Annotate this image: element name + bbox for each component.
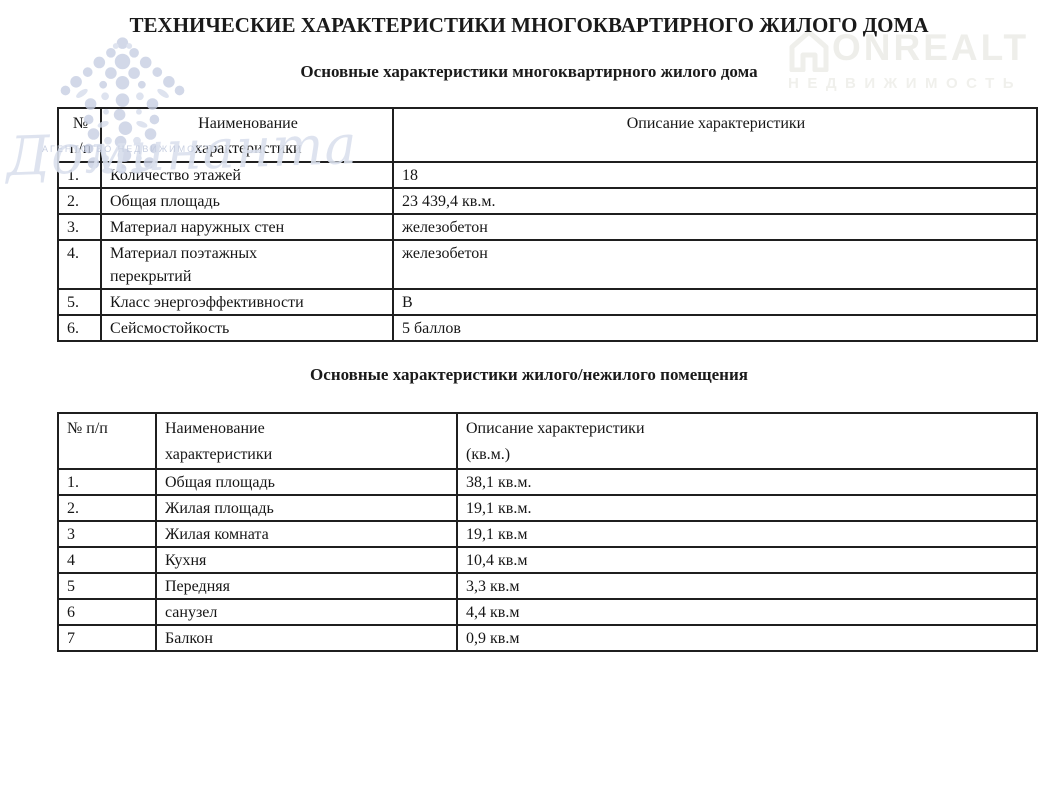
cell-num: 4. (57, 239, 102, 290)
header-desc: Описание характеристики (кв.м.) (456, 412, 1038, 470)
cell-value: 19,1 кв.м (456, 520, 1038, 548)
cell-name: Передняя (155, 572, 458, 600)
cell-name: Кухня (155, 546, 458, 574)
cell-num: 5 (57, 572, 157, 600)
cell-name: Жилая площадь (155, 494, 458, 522)
cell-num: 3 (57, 520, 157, 548)
section1-subtitle: Основные характеристики многоквартирного… (300, 62, 758, 81)
cell-name: Материал поэтажных перекрытий (100, 239, 394, 290)
table-row: 2. Жилая площадь 19,1 кв.м. (57, 494, 1038, 522)
cell-value: 23 439,4 кв.м. (392, 187, 1038, 215)
table-row: 5. Класс энергоэффективности В (57, 288, 1038, 316)
table-row: 6 санузел 4,4 кв.м (57, 598, 1038, 626)
table-row: 2. Общая площадь 23 439,4 кв.м. (57, 187, 1038, 215)
cell-num: 1. (57, 468, 157, 496)
cell-num: 4 (57, 546, 157, 574)
onrealt-caption-text: НЕДВИЖИМОСТЬ (788, 75, 1023, 92)
cell-num: 6 (57, 598, 157, 626)
table-row: 4 Кухня 10,4 кв.м (57, 546, 1038, 574)
table-header-row: № п/п Наименование характеристики Описан… (57, 107, 1038, 163)
table-row: 4. Материал поэтажных перекрытий железоб… (57, 239, 1038, 290)
cell-value: 5 баллов (392, 314, 1038, 342)
cell-name: Жилая комната (155, 520, 458, 548)
cell-value: 18 (392, 161, 1038, 189)
header-num: № п/п (57, 412, 157, 470)
cell-name: Материал наружных стен (100, 213, 394, 241)
cell-num: 3. (57, 213, 102, 241)
cell-name: Количество этажей (100, 161, 394, 189)
cell-num: 1. (57, 161, 102, 189)
table-row: 5 Передняя 3,3 кв.м (57, 572, 1038, 600)
cell-name: санузел (155, 598, 458, 626)
cell-name: Балкон (155, 624, 458, 652)
cell-value: 10,4 кв.м (456, 546, 1038, 574)
cell-name: Сейсмостойкость (100, 314, 394, 342)
header-name: Наименование характеристики (100, 107, 394, 163)
onrealt-watermark: ONREALT НЕДВИЖИМОСТЬ (786, 28, 1058, 94)
cell-num: 2. (57, 494, 157, 522)
table-row: 3 Жилая комната 19,1 кв.м (57, 520, 1038, 548)
cell-value: 4,4 кв.м (456, 598, 1038, 626)
header-desc: Описание характеристики (392, 107, 1038, 163)
table-header-row: № п/п Наименование характеристики Описан… (57, 412, 1038, 470)
cell-value: 19,1 кв.м. (456, 494, 1038, 522)
page-title: ТЕХНИЧЕСКИЕ ХАРАКТЕРИСТИКИ МНОГОКВАРТИРН… (129, 13, 929, 37)
cell-value: 38,1 кв.м. (456, 468, 1038, 496)
apartment-characteristics-table: № п/п Наименование характеристики Описан… (57, 412, 1038, 652)
cell-num: 7 (57, 624, 157, 652)
cell-name: Класс энергоэффективности (100, 288, 394, 316)
table-row: 7 Балкон 0,9 кв.м (57, 624, 1038, 652)
table-row: 3. Материал наружных стен железобетон (57, 213, 1038, 241)
cell-name: Общая площадь (100, 187, 394, 215)
cell-value: железобетон (392, 213, 1038, 241)
table-row: 6. Сейсмостойкость 5 баллов (57, 314, 1038, 342)
cell-value: железобетон (392, 239, 1038, 290)
cell-name: Общая площадь (155, 468, 458, 496)
table-row: 1. Общая площадь 38,1 кв.м. (57, 468, 1038, 496)
onrealt-house-icon (789, 29, 829, 72)
header-name: Наименование характеристики (155, 412, 458, 470)
header-num: № п/п (57, 107, 102, 163)
cell-value: В (392, 288, 1038, 316)
table-row: 1. Количество этажей 18 (57, 161, 1038, 189)
cell-value: 0,9 кв.м (456, 624, 1038, 652)
cell-num: 6. (57, 314, 102, 342)
cell-value: 3,3 кв.м (456, 572, 1038, 600)
section2-subtitle: Основные характеристики жилого/нежилого … (310, 365, 748, 384)
cell-num: 2. (57, 187, 102, 215)
building-characteristics-table: № п/п Наименование характеристики Описан… (57, 107, 1038, 342)
onrealt-brand-text: ONREALT (832, 27, 1030, 68)
cell-num: 5. (57, 288, 102, 316)
